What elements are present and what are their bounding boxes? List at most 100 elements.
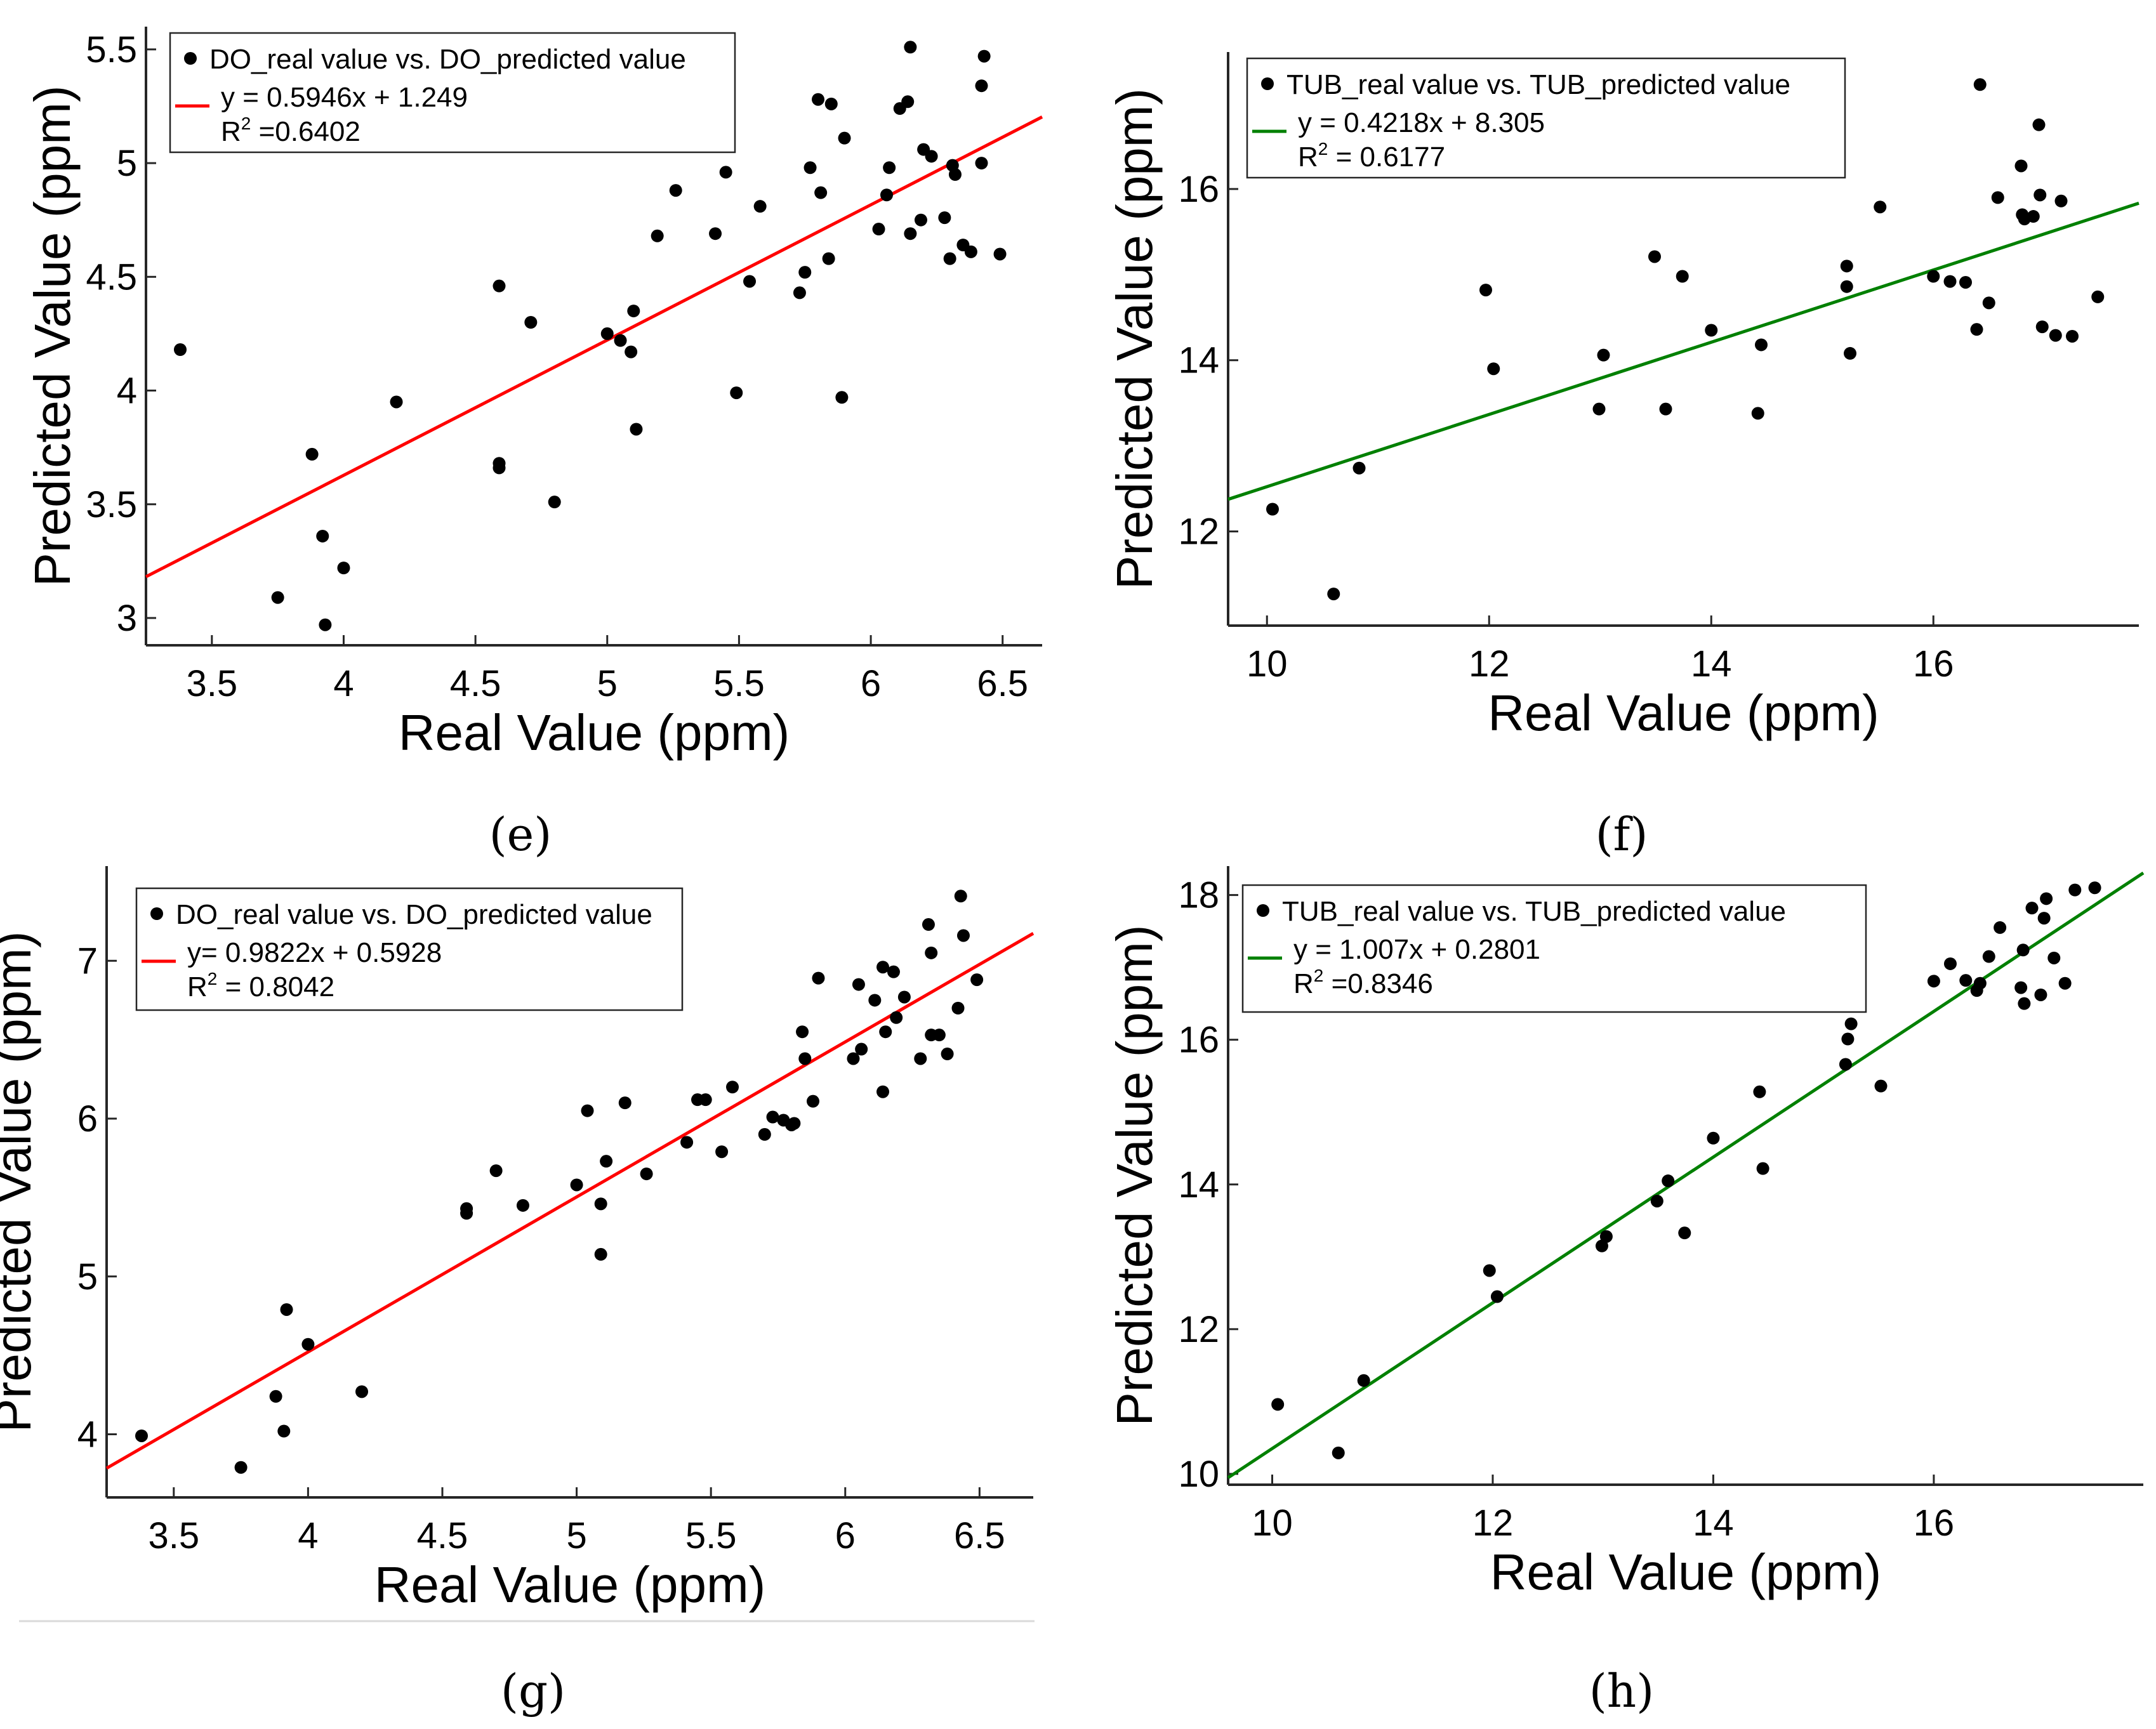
x-axis-title: Real Value (ppm) <box>1488 685 1879 741</box>
data-point <box>1840 260 1853 273</box>
x-tick-label: 4 <box>298 1515 318 1556</box>
data-point <box>1352 461 1366 475</box>
legend-box <box>135 887 684 1011</box>
data-point <box>954 890 967 903</box>
r2-label: R <box>187 971 208 1003</box>
data-point <box>271 591 284 604</box>
y-tick-label: 4 <box>77 1414 98 1456</box>
x-tick-label: 5.5 <box>713 663 765 704</box>
legend-r-squared: R2 = 0.6177 <box>1298 139 1445 173</box>
r2-value: =0.6402 <box>251 116 360 147</box>
data-point <box>806 1095 819 1108</box>
data-point <box>600 327 614 340</box>
data-point <box>814 186 828 199</box>
data-point <box>2058 976 2072 990</box>
r2-value: = 0.6177 <box>1328 141 1445 173</box>
data-point <box>1332 1446 1345 1459</box>
data-point <box>812 93 824 106</box>
data-point <box>699 1093 712 1107</box>
data-point <box>709 227 722 240</box>
data-point <box>1973 976 1987 990</box>
data-point <box>1479 284 1492 297</box>
y-tick-label: 6 <box>77 1098 98 1140</box>
data-point <box>876 1085 890 1098</box>
data-point <box>822 252 835 265</box>
y-tick-label: 12 <box>1178 511 1219 553</box>
panel-caption: (e) <box>489 808 552 861</box>
data-point <box>460 1207 473 1220</box>
y-tick-label: 16 <box>1178 169 1219 210</box>
data-point <box>1756 1162 1769 1175</box>
data-point <box>793 286 806 299</box>
data-point <box>2016 943 2030 957</box>
y-tick-label: 10 <box>1178 1454 1219 1495</box>
r2-label: R <box>1293 968 1314 999</box>
data-point <box>493 461 506 475</box>
r2-label: R <box>221 116 241 147</box>
data-point <box>726 1081 739 1094</box>
data-point <box>948 168 962 181</box>
r2-superscript: 2 <box>1314 966 1324 985</box>
data-point <box>2014 981 2028 994</box>
legend-equation: y = 0.4218x + 8.305 <box>1298 107 1545 138</box>
data-point <box>796 1025 809 1039</box>
data-point <box>766 1110 779 1124</box>
data-point <box>301 1338 315 1351</box>
legend-equation: y = 0.5946x + 1.249 <box>221 82 468 113</box>
x-tick-label: 16 <box>1914 1502 1955 1544</box>
legend-series-label: DO_real value vs. DO_predicted value <box>209 44 686 75</box>
y-tick-label: 5 <box>77 1256 98 1298</box>
y-tick-label: 18 <box>1178 875 1219 916</box>
legend-series-label: DO_real value vs. DO_predicted value <box>176 899 652 930</box>
legend-series-label: TUB_real value vs. TUB_predicted value <box>1286 69 1790 100</box>
legend-r-squared: R2 =0.8346 <box>1293 966 1433 999</box>
data-point <box>1327 588 1340 601</box>
data-point <box>2034 188 2047 202</box>
data-point <box>993 247 1007 261</box>
data-point <box>922 918 935 931</box>
y-axis-title: Predicted Value (ppm) <box>0 931 41 1433</box>
panel-caption: (f) <box>1596 808 1648 861</box>
data-point <box>669 184 682 197</box>
data-point <box>1592 402 1606 416</box>
x-tick-label: 5 <box>597 663 618 704</box>
data-point <box>904 41 917 54</box>
data-point <box>600 1155 613 1168</box>
data-point <box>1755 338 1768 352</box>
data-point <box>897 990 911 1004</box>
data-point <box>730 386 743 400</box>
data-point <box>1840 280 1853 293</box>
y-axis-title: Predicted Value (ppm) <box>1106 925 1163 1426</box>
data-point <box>758 1127 771 1141</box>
data-point <box>1487 362 1500 376</box>
y-tick-label: 14 <box>1178 1164 1219 1206</box>
data-point <box>1271 1398 1285 1411</box>
data-point <box>1751 407 1764 420</box>
data-point <box>812 971 825 985</box>
legend-marker <box>150 907 163 920</box>
regression-line <box>1227 201 2139 501</box>
data-point <box>975 157 988 170</box>
x-tick-label: 6 <box>861 663 881 704</box>
y-tick-label: 3 <box>117 598 137 639</box>
data-point <box>1970 323 1983 336</box>
data-point <box>234 1461 248 1474</box>
data-point <box>1841 1032 1855 1046</box>
data-point <box>630 423 643 436</box>
data-point <box>2035 320 2049 334</box>
data-point <box>951 1001 965 1015</box>
data-point <box>975 79 988 93</box>
x-tick-label: 6 <box>835 1515 856 1556</box>
x-tick-label: 10 <box>1247 643 1288 685</box>
x-axis-title: Real Value (ppm) <box>374 1556 766 1613</box>
data-point <box>516 1199 529 1212</box>
data-point <box>1874 1079 1888 1093</box>
data-point <box>277 1424 291 1438</box>
r2-superscript: 2 <box>241 114 251 133</box>
data-point <box>570 1178 583 1192</box>
data-point <box>1357 1374 1370 1387</box>
data-point <box>2054 194 2068 207</box>
data-point <box>2066 329 2079 343</box>
data-point <box>2027 210 2040 223</box>
